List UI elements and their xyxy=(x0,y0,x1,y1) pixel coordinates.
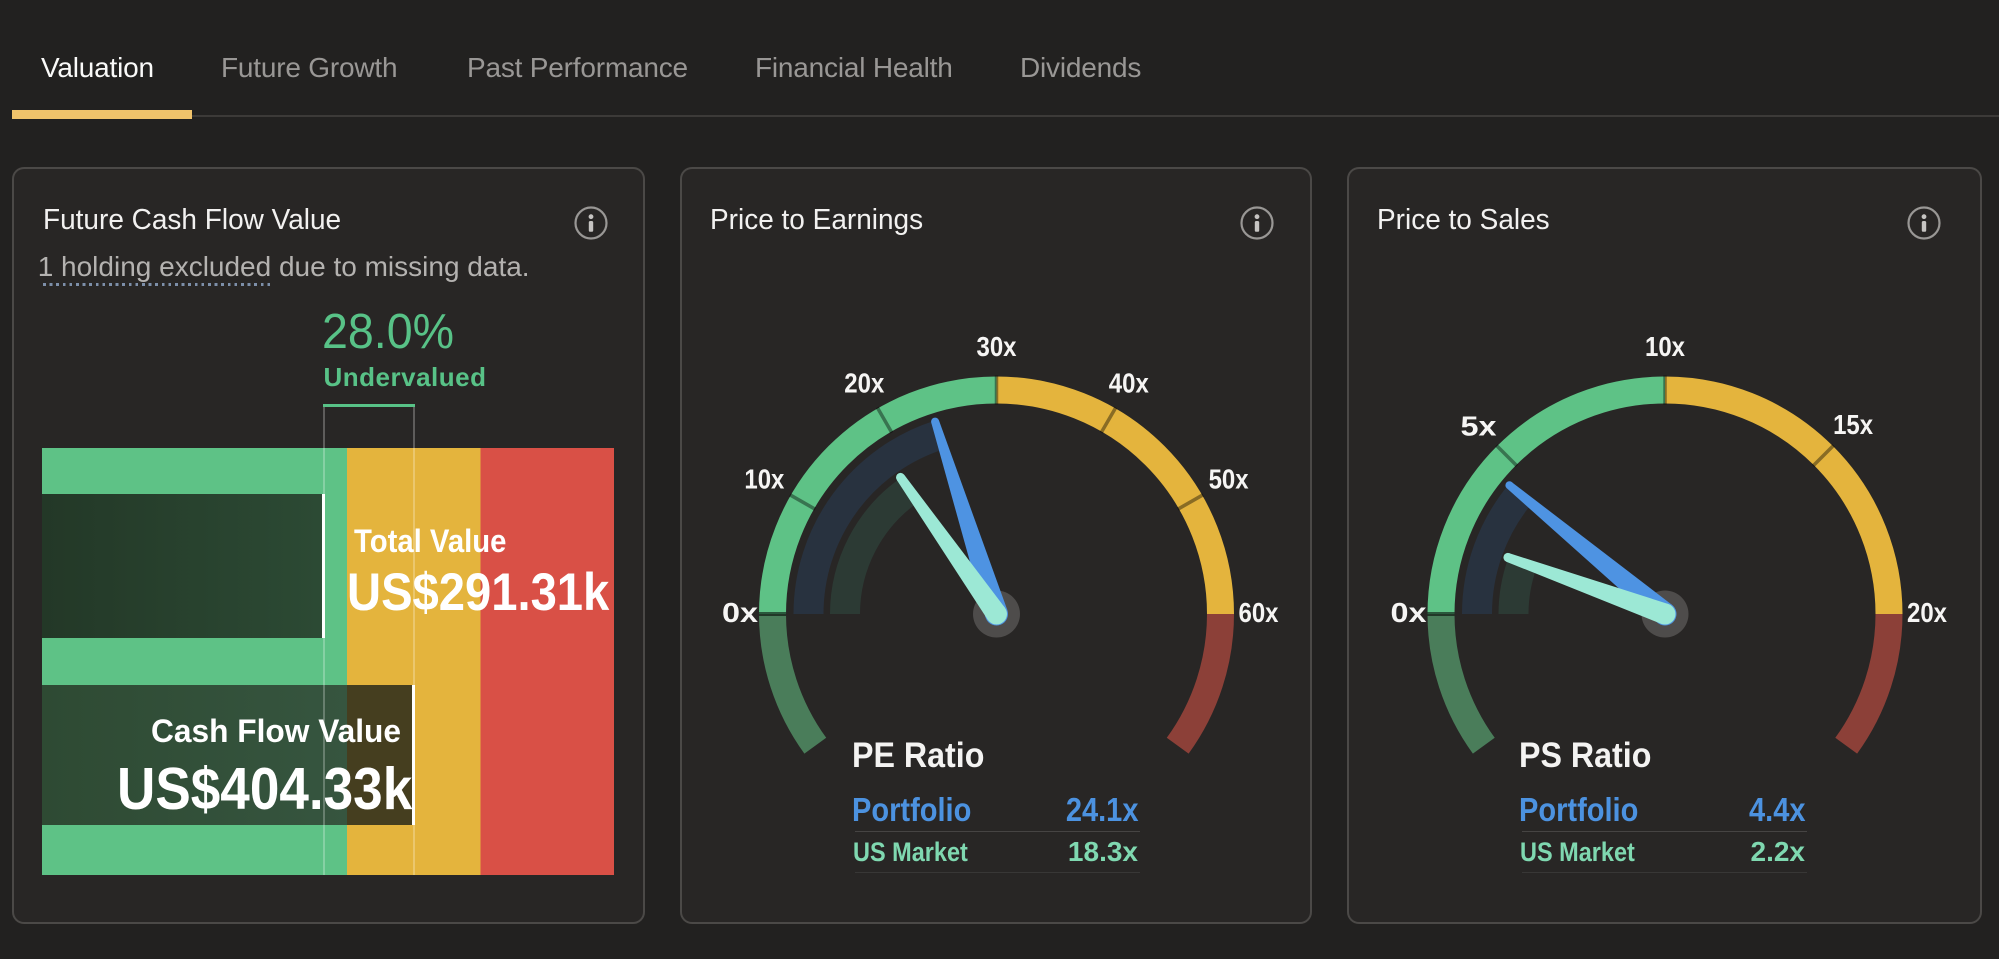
svg-text:40x: 40x xyxy=(1108,367,1148,398)
svg-text:0x: 0x xyxy=(1390,597,1426,628)
svg-text:60x: 60x xyxy=(1238,597,1278,628)
svg-text:20x: 20x xyxy=(844,367,884,398)
svg-text:15x: 15x xyxy=(1833,409,1873,440)
svg-text:30x: 30x xyxy=(976,331,1016,362)
svg-text:10x: 10x xyxy=(744,464,784,495)
svg-text:0x: 0x xyxy=(722,597,758,628)
svg-text:20x: 20x xyxy=(1907,597,1947,628)
svg-text:10x: 10x xyxy=(1645,331,1685,362)
svg-text:5x: 5x xyxy=(1460,411,1496,442)
svg-text:50x: 50x xyxy=(1208,464,1248,495)
